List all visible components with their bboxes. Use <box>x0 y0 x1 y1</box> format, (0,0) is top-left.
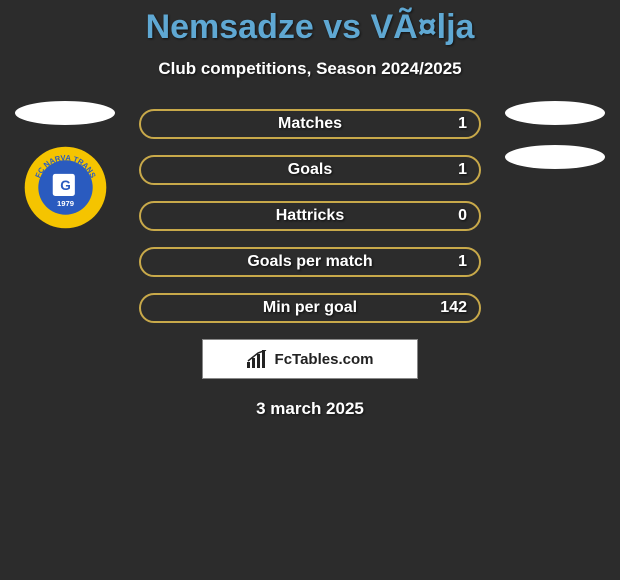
stat-label: Goals per match <box>247 253 372 271</box>
stats-area: FC NARVA TRANS G 1979 Matches 1 Goals 1 <box>0 109 620 323</box>
stat-value-right: 142 <box>440 299 467 317</box>
stat-value-right: 1 <box>458 253 467 271</box>
stat-row-matches: Matches 1 <box>139 109 481 139</box>
club-badge-icon: FC NARVA TRANS G 1979 <box>23 145 108 230</box>
stat-value-right: 0 <box>458 207 467 225</box>
stat-label: Matches <box>278 115 342 133</box>
right-player-column <box>500 101 610 189</box>
infographic-container: Nemsadze vs VÃ¤lja Club competitions, Se… <box>0 0 620 419</box>
date-text: 3 march 2025 <box>0 399 620 419</box>
footer-brand-text: FcTables.com <box>275 351 374 368</box>
left-player-oval <box>15 101 115 125</box>
stat-value-right: 1 <box>458 115 467 133</box>
stat-label: Hattricks <box>276 207 344 225</box>
stat-row-goals-per-match: Goals per match 1 <box>139 247 481 277</box>
bar-chart-icon <box>247 350 269 368</box>
svg-text:1979: 1979 <box>56 199 73 208</box>
svg-text:G: G <box>60 178 71 193</box>
right-player-oval-2 <box>505 145 605 169</box>
stat-label: Min per goal <box>263 299 357 317</box>
stat-label: Goals <box>288 161 332 179</box>
stat-row-min-per-goal: Min per goal 142 <box>139 293 481 323</box>
stat-rows: Matches 1 Goals 1 Hattricks 0 Goals per … <box>139 109 481 323</box>
left-club-badge: FC NARVA TRANS G 1979 <box>23 145 108 230</box>
footer-brand-box[interactable]: FcTables.com <box>202 339 418 379</box>
page-title: Nemsadze vs VÃ¤lja <box>0 8 620 47</box>
left-player-column: FC NARVA TRANS G 1979 <box>10 101 120 230</box>
stat-row-hattricks: Hattricks 0 <box>139 201 481 231</box>
stat-value-right: 1 <box>458 161 467 179</box>
stat-row-goals: Goals 1 <box>139 155 481 185</box>
right-player-oval-1 <box>505 101 605 125</box>
subtitle: Club competitions, Season 2024/2025 <box>0 59 620 79</box>
